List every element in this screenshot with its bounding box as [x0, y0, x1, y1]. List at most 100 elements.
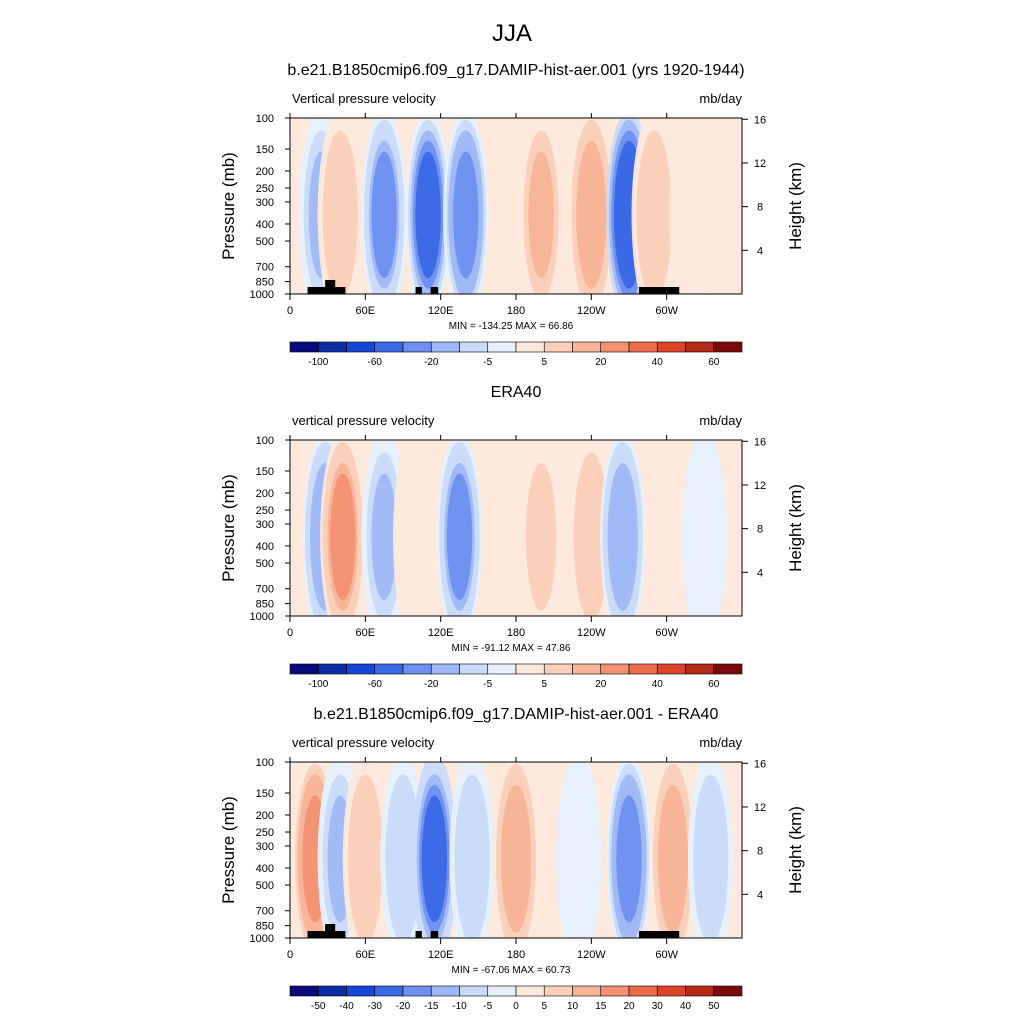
colorbar-label: -20	[396, 1001, 411, 1012]
y-axis-label: Pressure (mb)	[219, 152, 238, 260]
y-tick-label: 850	[256, 277, 274, 289]
colorbar-box	[685, 985, 715, 997]
y-tick-label: 100	[256, 757, 274, 769]
colorbar-box	[543, 341, 573, 353]
colorbar-box	[430, 663, 460, 675]
colorbar-label: 50	[708, 1001, 720, 1012]
x-tick-label: 0	[287, 627, 293, 639]
surface-mask	[331, 287, 346, 294]
heatmap-field	[290, 762, 742, 938]
y-tick-label: 500	[256, 236, 274, 248]
field-cell	[641, 151, 667, 279]
stats-label: MIN = -67.06 MAX = 60.73	[452, 965, 571, 976]
y-right-tick-label: 8	[757, 202, 763, 214]
surface-mask	[639, 287, 680, 294]
y-right-tick-label: 12	[754, 802, 766, 814]
x-tick-label: 180	[507, 305, 525, 317]
colorbar-box	[515, 663, 545, 675]
field-cell	[679, 151, 705, 279]
field-cell	[402, 473, 429, 601]
colorbar-box	[402, 341, 432, 353]
y-tick-label: 400	[256, 863, 274, 875]
colorbar-label: 20	[595, 679, 607, 690]
surface-mask	[415, 931, 422, 938]
field-cell	[371, 473, 397, 601]
colorbar-box	[713, 341, 743, 353]
field-cell	[330, 473, 356, 601]
field-cell	[610, 473, 636, 601]
field-cell	[352, 795, 378, 923]
y-right-tick-label: 4	[757, 889, 763, 901]
y-tick-label: 150	[256, 144, 274, 156]
x-tick-label: 120W	[577, 305, 606, 317]
colorbar-box	[656, 663, 686, 675]
colorbar-label: -15	[424, 1001, 439, 1012]
colorbar-label: -100	[308, 357, 328, 368]
x-tick-label: 60E	[356, 627, 376, 639]
y-tick-label: 1000	[250, 289, 274, 301]
x-tick-label: 60E	[356, 305, 376, 317]
y-tick-label: 250	[256, 505, 274, 517]
colorbar-box	[600, 985, 630, 997]
colorbar-box	[459, 985, 489, 997]
y-tick-label: 150	[256, 788, 274, 800]
colorbar-box	[289, 985, 319, 997]
colorbar-box	[600, 341, 630, 353]
y-tick-label: 100	[256, 113, 274, 125]
colorbar-box	[487, 341, 517, 353]
field-cell	[654, 473, 680, 601]
colorbar-label: 10	[567, 1001, 579, 1012]
x-tick-label: 0	[287, 305, 293, 317]
surface-mask	[430, 931, 439, 938]
surface-mask	[307, 931, 346, 938]
y-tick-label: 1000	[250, 933, 274, 945]
colorbar-box	[317, 341, 347, 353]
field-cell	[660, 795, 686, 923]
colorbar-box	[685, 663, 715, 675]
y-right-tick-label: 8	[757, 846, 763, 858]
colorbar-box	[289, 663, 319, 675]
colorbar-box	[402, 663, 432, 675]
colorbar-box	[572, 985, 602, 997]
y-right-tick-label: 16	[754, 436, 766, 448]
colorbar-box	[430, 341, 460, 353]
colorbar-box	[346, 985, 376, 997]
colorbar-box	[402, 985, 432, 997]
colorbar-box	[685, 341, 715, 353]
chart-subtitle-left: vertical pressure velocity	[292, 413, 435, 428]
y-right-tick-label: 8	[757, 524, 763, 536]
colorbar-label: 0	[513, 1001, 519, 1012]
field-cell	[691, 473, 717, 601]
x-tick-label: 60W	[655, 627, 678, 639]
colorbar-label: 5	[541, 357, 547, 368]
colorbar-box	[628, 663, 658, 675]
colorbar-label: 40	[652, 679, 664, 690]
x-tick-label: 120E	[428, 305, 454, 317]
field-cell	[459, 795, 485, 923]
colorbar-box	[487, 663, 517, 675]
chart-panel-3: b.e21.B1850cmip6.f09_g17.DAMIP-hist-aer.…	[219, 706, 805, 1012]
colorbar-box	[317, 663, 347, 675]
y-tick-label: 100	[256, 435, 274, 447]
x-tick-label: 60W	[655, 305, 678, 317]
field-cell	[578, 473, 604, 601]
y-tick-label: 700	[256, 584, 274, 596]
y-axis-label: Pressure (mb)	[219, 474, 238, 582]
colorbar-label: 15	[595, 1001, 607, 1012]
chart-subtitle-right: mb/day	[699, 413, 742, 428]
colorbar-box	[543, 985, 573, 997]
colorbar-box	[628, 985, 658, 997]
chart-panel-2: ERA40 vertical pressure velocity mb/day 0 60…	[219, 384, 805, 690]
y-tick-label: 300	[256, 841, 274, 853]
surface-mask	[331, 931, 346, 938]
y-right-axis-label: Height (km)	[786, 162, 805, 250]
surface-mask	[307, 287, 346, 294]
y-tick-label: 200	[256, 488, 274, 500]
y-right-tick-label: 4	[757, 567, 763, 579]
colorbar-label: -40	[339, 1001, 354, 1012]
y-tick-label: 850	[256, 599, 274, 611]
y-tick-label: 400	[256, 541, 274, 553]
chart-title: b.e21.B1850cmip6.f09_g17.DAMIP-hist-aer.…	[314, 706, 719, 723]
colorbar-box	[459, 341, 489, 353]
surface-mask	[325, 280, 336, 288]
